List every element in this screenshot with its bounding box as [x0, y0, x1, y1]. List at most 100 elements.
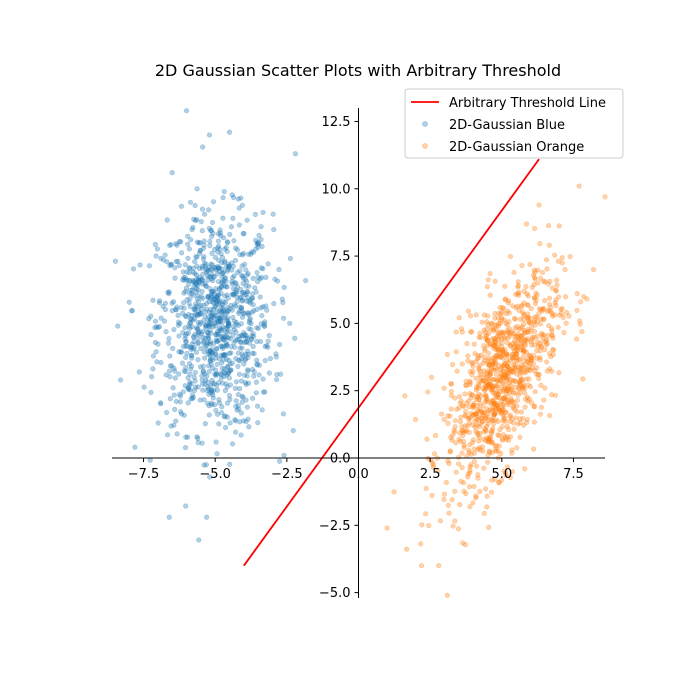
scatter-point	[206, 273, 212, 280]
scatter-point	[574, 291, 580, 297]
scatter-point	[496, 480, 502, 486]
scatter-point	[463, 408, 469, 415]
scatter-point	[459, 424, 465, 430]
scatter-point	[182, 336, 188, 342]
scatter-point	[194, 326, 200, 333]
scatter-point	[192, 384, 199, 390]
scatter-point	[225, 321, 231, 327]
scatter-point	[245, 294, 251, 301]
scatter-point	[500, 387, 507, 393]
scatter-point	[470, 412, 476, 418]
y-tick-label: 0.0	[330, 452, 351, 467]
scatter-point	[241, 339, 248, 345]
scatter-point	[231, 238, 237, 244]
scatter-point	[542, 347, 548, 353]
scatter-point	[191, 316, 198, 322]
scatter-point	[502, 394, 508, 400]
scatter-point	[457, 438, 463, 444]
scatter-point	[199, 278, 205, 284]
scatter-point	[484, 284, 490, 290]
scatter-point	[486, 449, 493, 455]
scatter-point	[515, 331, 521, 337]
scatter-point	[514, 343, 520, 350]
scatter-point	[478, 393, 484, 399]
scatter-point	[172, 265, 178, 271]
scatter-point	[511, 369, 517, 375]
scatter-point	[236, 336, 242, 343]
scatter-point	[230, 285, 237, 292]
scatter-point	[218, 233, 224, 239]
scatter-point	[522, 404, 528, 410]
scatter-point	[473, 428, 479, 434]
scatter-point	[541, 305, 547, 312]
scatter-point	[212, 265, 218, 271]
scatter-point	[207, 274, 214, 280]
scatter-point	[212, 297, 218, 303]
scatter-point	[500, 402, 506, 408]
scatter-point	[537, 241, 543, 247]
scatter-point	[176, 333, 182, 339]
scatter-point	[192, 306, 198, 312]
scatter-point	[185, 375, 191, 381]
scatter-point	[209, 351, 215, 357]
scatter-point	[194, 325, 200, 331]
scatter-point	[469, 361, 475, 367]
scatter-point	[498, 450, 504, 457]
scatter-point	[199, 377, 205, 383]
scatter-point	[184, 297, 190, 303]
scatter-point	[513, 291, 519, 298]
scatter-point	[487, 270, 493, 277]
scatter-point	[235, 196, 241, 202]
scatter-point	[223, 284, 229, 290]
scatter-point	[499, 424, 506, 430]
scatter-point	[499, 407, 505, 414]
scatter-point	[206, 412, 212, 418]
scatter-point	[236, 310, 242, 317]
scatter-point	[203, 323, 209, 329]
scatter-point	[475, 475, 481, 481]
scatter-point	[506, 368, 512, 374]
scatter-point	[479, 444, 486, 450]
scatter-point	[527, 361, 533, 367]
scatter-point	[265, 261, 271, 267]
scatter-point	[498, 378, 505, 385]
scatter-point	[238, 321, 244, 327]
scatter-point	[500, 374, 507, 380]
scatter-point	[214, 245, 221, 251]
scatter-point	[579, 328, 585, 335]
scatter-point	[445, 502, 452, 508]
scatter-point	[502, 409, 508, 416]
scatter-point	[577, 318, 583, 324]
scatter-point	[482, 392, 488, 398]
scatter-point	[210, 274, 216, 280]
scatter-point	[224, 341, 230, 348]
scatter-point	[467, 369, 473, 375]
scatter-point	[490, 401, 496, 407]
scatter-point	[245, 368, 251, 374]
scatter-point	[534, 292, 540, 298]
scatter-point	[187, 382, 193, 388]
scatter-point	[271, 226, 277, 233]
scatter-point	[176, 371, 182, 377]
scatter-point	[208, 227, 214, 233]
scatter-point	[495, 402, 501, 409]
scatter-point	[465, 308, 472, 314]
scatter-point	[181, 290, 187, 296]
scatter-point	[449, 497, 455, 503]
scatter-point	[463, 490, 469, 497]
scatter-point	[230, 194, 237, 201]
scatter-point	[497, 333, 503, 339]
scatter-point	[521, 365, 527, 371]
scatter-point	[183, 331, 189, 337]
scatter-point	[222, 293, 228, 299]
scatter-point	[531, 295, 537, 301]
y-tick-label: −5.0	[319, 586, 351, 601]
scatter-point	[507, 377, 513, 383]
scatter-point	[537, 321, 544, 327]
scatter-point	[167, 374, 173, 380]
scatter-point	[511, 269, 517, 275]
scatter-point	[483, 393, 489, 399]
scatter-point	[512, 334, 518, 340]
scatter-point	[226, 263, 232, 269]
scatter-point	[202, 377, 209, 383]
